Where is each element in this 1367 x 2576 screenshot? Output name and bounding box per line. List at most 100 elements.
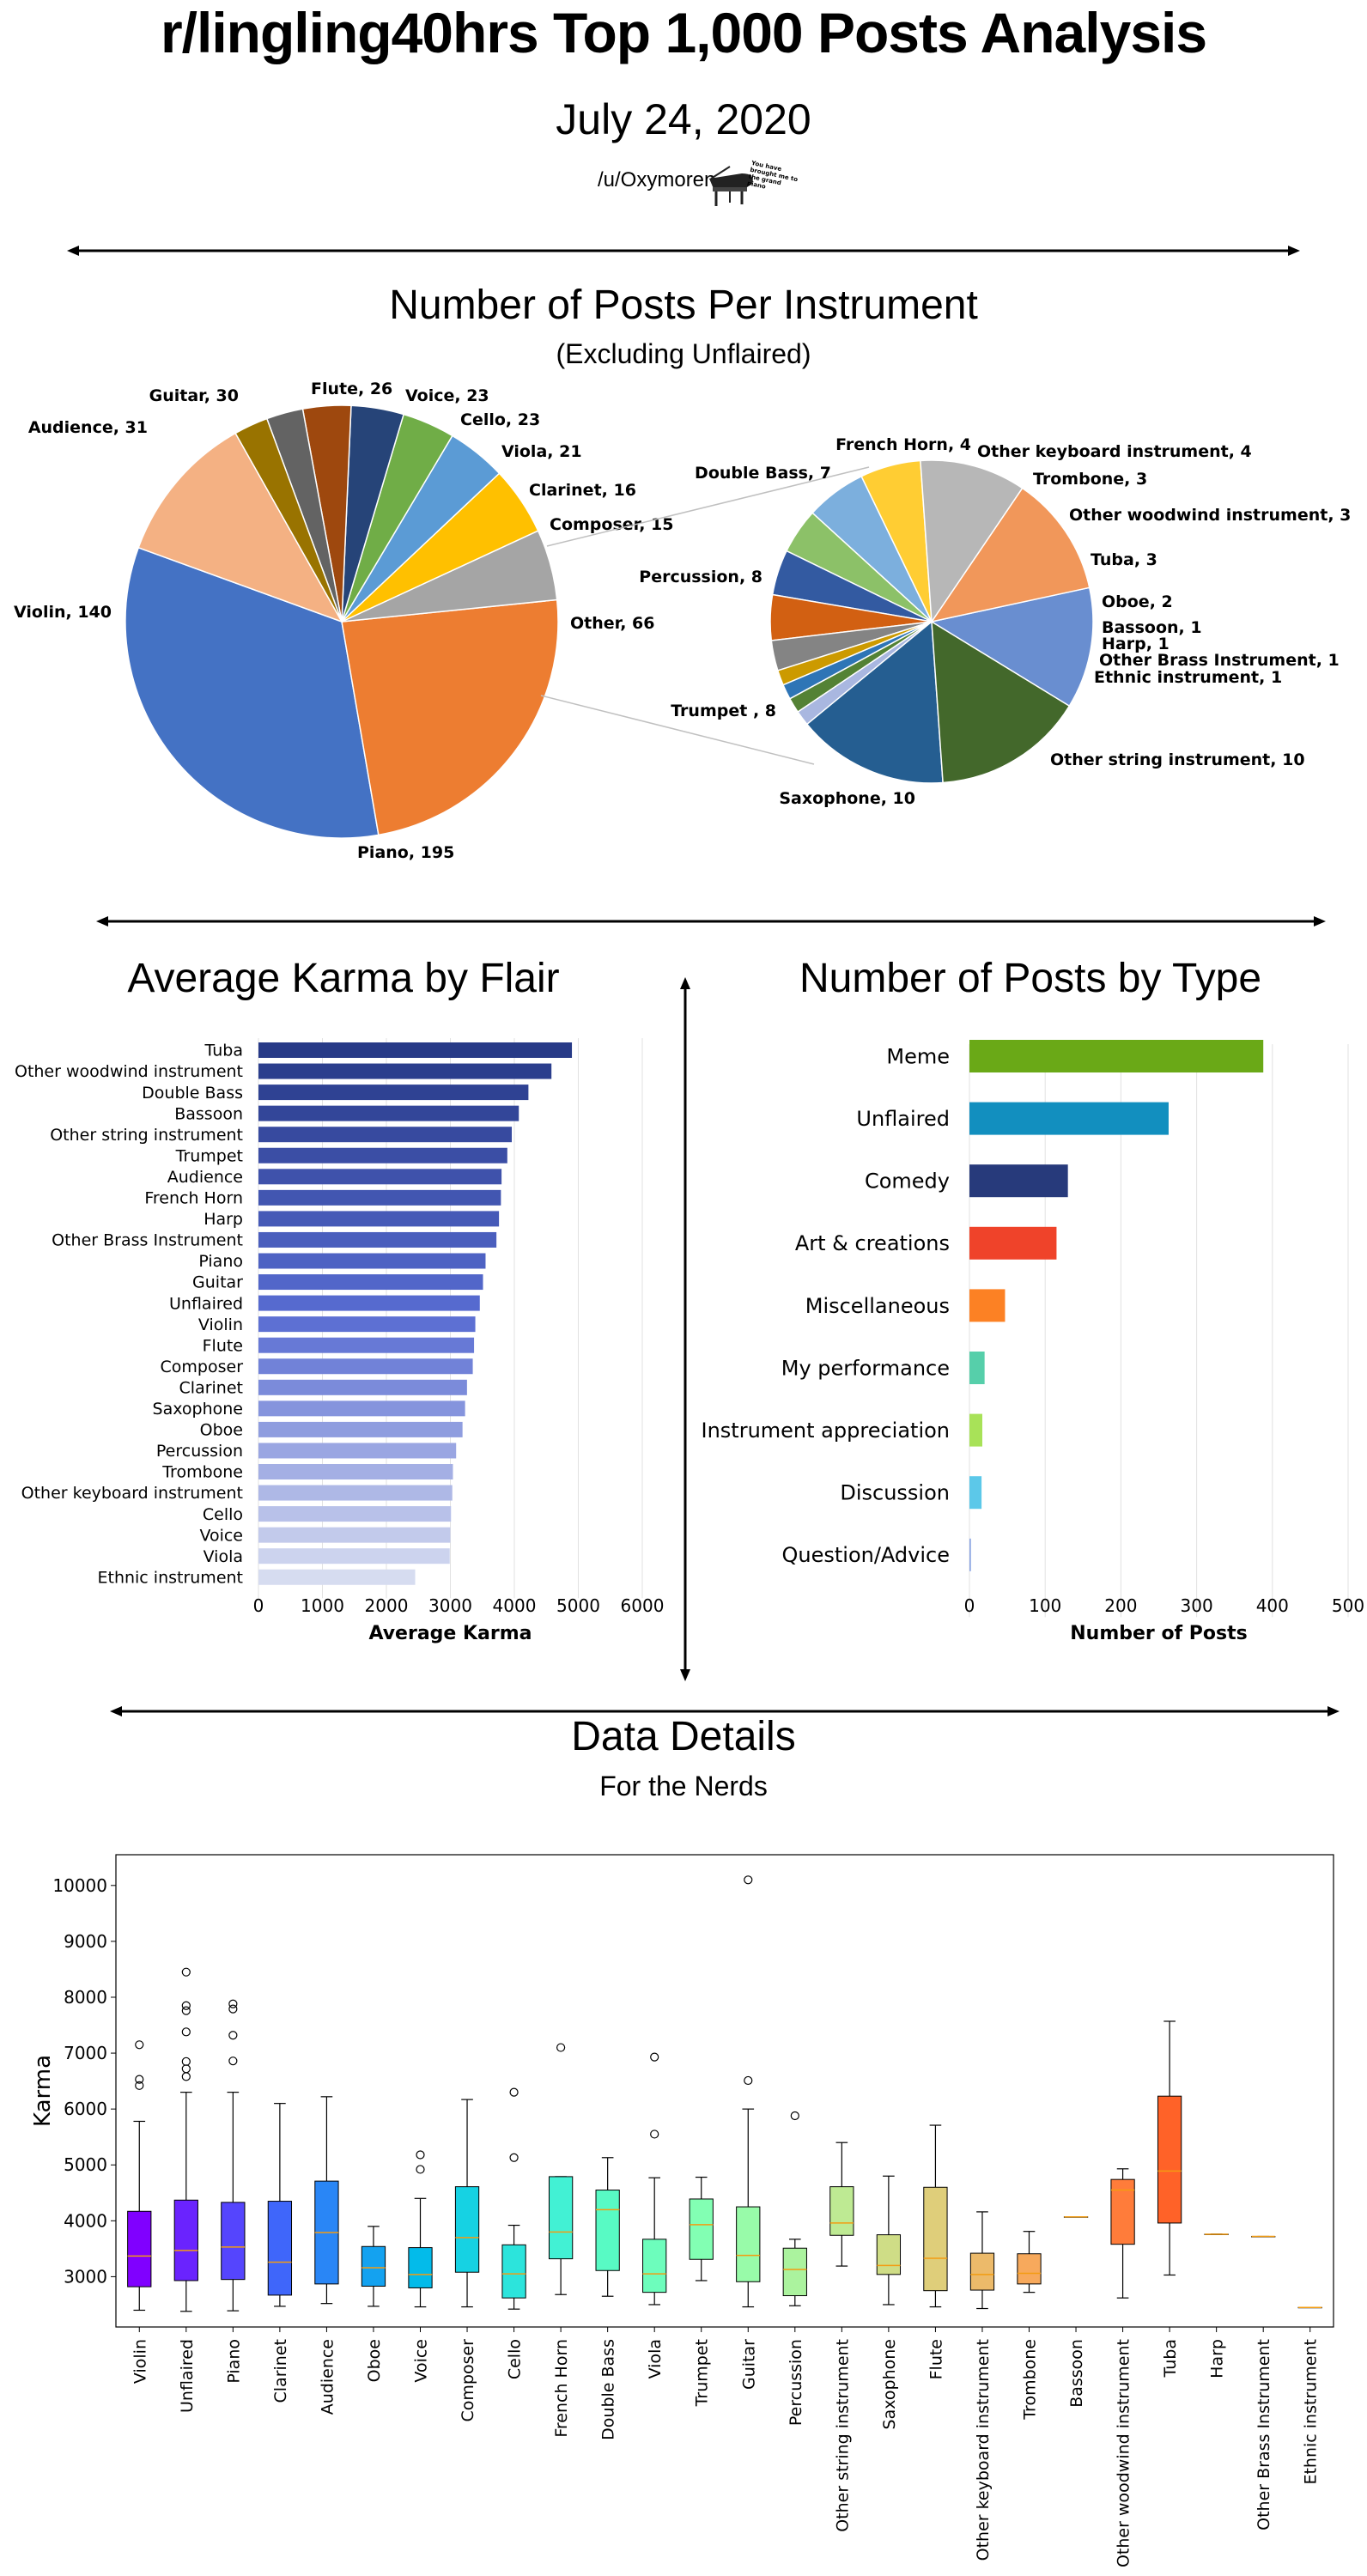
bar-other-string-instrument: [258, 1127, 513, 1143]
category-label-question-advice: Question/Advice: [782, 1543, 951, 1567]
category-label-audience: Audience: [167, 1168, 243, 1187]
outlier-unflaired: [181, 2057, 191, 2066]
box-other-string-instrument: [829, 2186, 854, 2236]
bar-trumpet: [258, 1147, 507, 1163]
category-label-composer: Composer: [161, 1358, 244, 1376]
category-label-oboe: Oboe: [200, 1421, 243, 1440]
box-piano: [221, 2202, 246, 2281]
pie-label-viola: Viola, 21: [501, 442, 582, 461]
bar-violin: [258, 1316, 476, 1333]
outlier-cello: [509, 2153, 519, 2162]
x-tick-label-other-woodwind-instrument: Other woodwind instrument: [1115, 2339, 1133, 2567]
x-tick-label-voice: Voice: [412, 2339, 431, 2383]
pie-slice-violin: [341, 598, 559, 836]
bar-double-bass: [258, 1084, 529, 1101]
category-label-ethnic-instrument: Ethnic instrument: [97, 1568, 243, 1587]
x-tick-label-clarinet: Clarinet: [271, 2339, 290, 2403]
bar-other-keyboard-instrument: [258, 1485, 453, 1501]
y-axis-label: Karma: [30, 2055, 56, 2127]
pie-slice-saxophone: [931, 620, 1071, 784]
x-tick-label-audience: Audience: [318, 2339, 337, 2415]
y-tick-label: 6000: [64, 2099, 107, 2119]
x-tick-label: 200: [1104, 1595, 1137, 1616]
bar-trombone: [258, 1464, 453, 1479]
category-label-guitar: Guitar: [192, 1273, 243, 1292]
outlier-viola: [650, 2129, 659, 2139]
bar-other-brass-instrument: [258, 1231, 497, 1248]
bar-miscellaneous: [969, 1289, 1006, 1322]
bar-flute: [258, 1337, 475, 1353]
box-trombone: [1017, 2253, 1042, 2285]
x-tick-label-unflaired: Unflaired: [178, 2339, 197, 2413]
details-section-title: Data Details: [571, 1714, 796, 1759]
pie-label-voice: Voice, 23: [405, 386, 489, 405]
pie-label-other-keyboard-instrument: Other keyboard instrument, 4: [977, 442, 1252, 461]
pie-slice-double-bass: [920, 459, 1024, 624]
box-trumpet: [689, 2198, 714, 2260]
category-label-comedy: Comedy: [865, 1170, 950, 1194]
x-tick-label: 300: [1181, 1595, 1213, 1616]
x-tick-label-french-horn: French Horn: [552, 2339, 571, 2438]
box-cello: [501, 2244, 526, 2299]
category-label-miscellaneous: Miscellaneous: [805, 1294, 950, 1318]
pie-connector-lines: [540, 466, 870, 765]
category-label-violin: Violin: [198, 1315, 243, 1334]
pie-label-flute: Flute, 26: [311, 380, 392, 398]
box-french-horn: [548, 2176, 574, 2260]
box-voice: [408, 2247, 433, 2288]
category-label-clarinet: Clarinet: [179, 1378, 243, 1397]
y-tick-label: 7000: [64, 2043, 107, 2063]
pie-label-piano: Piano, 195: [357, 843, 454, 862]
x-tick-label-percussion: Percussion: [787, 2339, 805, 2426]
x-tick-label: 6000: [621, 1595, 665, 1616]
bar-viola: [258, 1548, 450, 1564]
category-label-saxophone: Saxophone: [153, 1400, 243, 1419]
box-oboe: [361, 2245, 386, 2287]
x-tick-label-flute: Flute: [927, 2339, 945, 2379]
bar-piano: [258, 1253, 486, 1269]
category-label-other-string-instrument: Other string instrument: [50, 1126, 243, 1145]
category-label-piano: Piano: [198, 1252, 243, 1271]
category-label-cello: Cello: [203, 1505, 243, 1524]
box-double-bass: [595, 2190, 620, 2271]
bar-bassoon: [258, 1105, 519, 1121]
bar-question-advice: [969, 1538, 971, 1571]
box-other-woodwind-instrument: [1110, 2178, 1135, 2245]
pie-label-oboe: Oboe, 2: [1102, 592, 1173, 611]
x-tick-label: 4000: [493, 1595, 537, 1616]
y-tick-label: 4000: [64, 2210, 107, 2231]
box-tuba: [1157, 2095, 1182, 2224]
x-tick-label-harp: Harp: [1208, 2339, 1227, 2379]
x-tick-label: 5000: [556, 1595, 600, 1616]
outlier-french-horn: [556, 2043, 566, 2052]
bar-oboe: [258, 1421, 463, 1437]
x-tick-label: 3000: [428, 1595, 472, 1616]
x-tick-label-composer: Composer: [459, 2339, 477, 2422]
divider-middle: [96, 916, 1326, 927]
outlier-voice: [416, 2150, 425, 2160]
x-tick-label: 0: [253, 1595, 264, 1616]
pie-slice-percussion: [930, 487, 1091, 623]
type-bar-chart: 0 100 200 300 400 500 Meme Unflaired Comedy Art &…: [702, 1040, 1364, 1644]
x-tick-label-trumpet: Trumpet: [693, 2339, 712, 2407]
outlier-violin: [135, 2075, 144, 2084]
x-tick-label-other-brass-instrument: Other Brass Instrument: [1255, 2339, 1273, 2530]
category-label-bassoon: Bassoon: [174, 1104, 243, 1123]
outlier-piano: [228, 1999, 238, 2008]
category-label-french-horn: French Horn: [144, 1189, 243, 1208]
pie-slice-other: [137, 432, 343, 623]
y-tick-label: 3000: [64, 2266, 107, 2287]
pie-label-trombone: Trombone, 3: [1033, 470, 1147, 489]
bar-composer: [258, 1358, 473, 1375]
bar-audience: [258, 1169, 502, 1185]
x-tick-label-other-string-instrument: Other string instrument: [833, 2339, 852, 2532]
y-tick-label: 9000: [64, 1931, 107, 1952]
bar-cello: [258, 1506, 452, 1522]
bar-guitar: [258, 1274, 483, 1291]
divider-bottom: [110, 1706, 1340, 1716]
box-viola: [642, 2239, 667, 2293]
divider-top: [67, 246, 1300, 256]
pie-section-title: Number of Posts Per Instrument: [389, 283, 978, 328]
x-tick-label: 400: [1256, 1595, 1289, 1616]
category-label-unflaired: Unflaired: [856, 1107, 950, 1131]
